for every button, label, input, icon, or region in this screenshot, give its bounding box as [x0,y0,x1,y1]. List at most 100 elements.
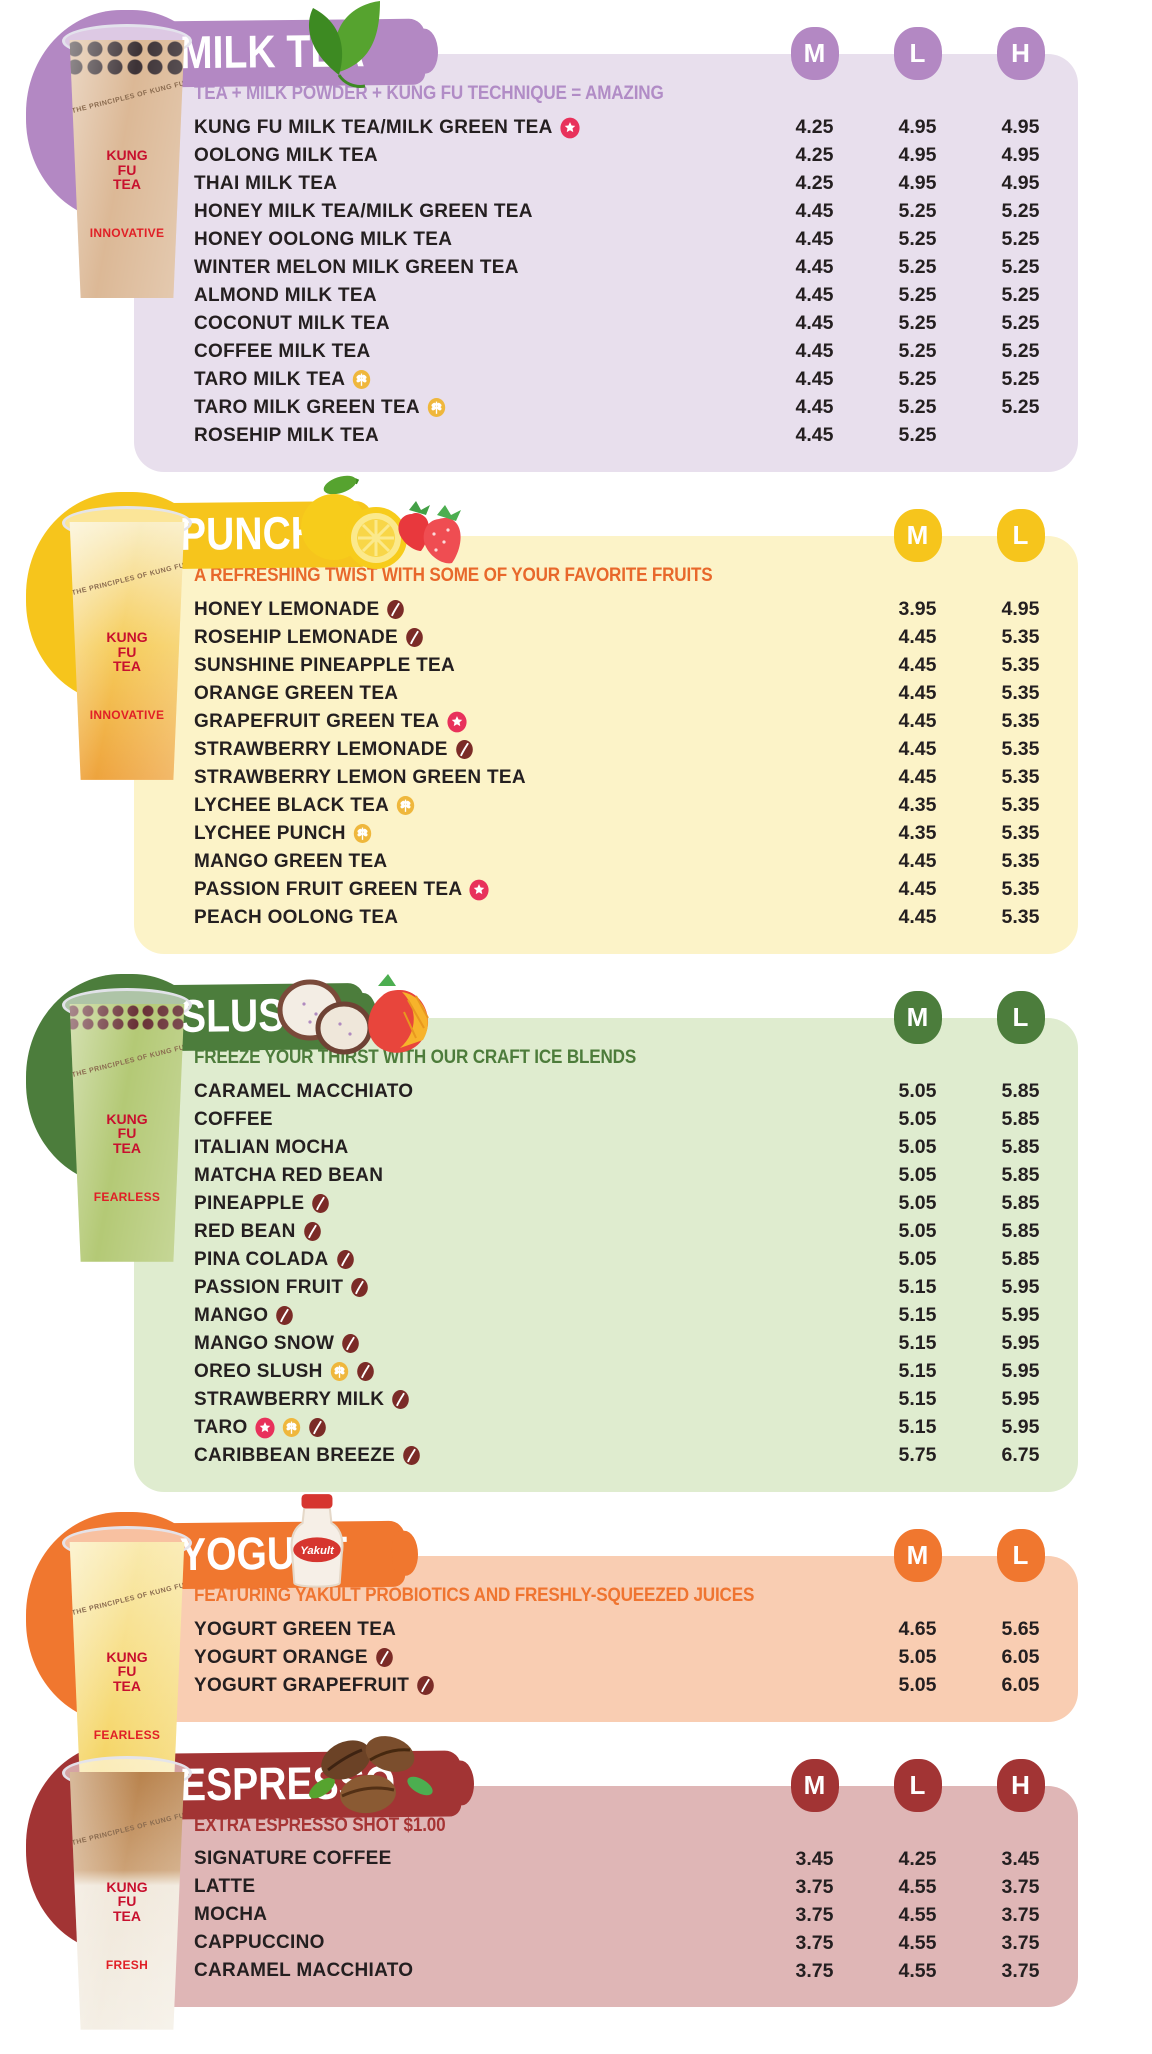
size-badge-h: H [996,1758,1045,1812]
menu-item-row: TARO MILK GREEN TEA 4.45 5.25 5.25 [194,394,1072,422]
item-name: PINEAPPLE [194,1192,305,1214]
price-l: 5.25 [898,312,937,335]
size-badge-h: H [996,27,1045,80]
price-l: 5.95 [1001,1388,1040,1411]
price-m: 4.45 [898,878,937,901]
item-name: PASSION FRUIT [194,1276,344,1298]
menu-item-row: MANGO GREEN TEA 4.45 5.35 [194,848,1072,876]
cup-arc-text: THE PRINCIPLES OF KUNG FU TEA [71,75,203,116]
price-m: 5.75 [898,1444,937,1467]
item-name: STRAWBERRY MILK [194,1388,385,1410]
price-m: 4.45 [795,424,834,447]
menu-item-row: CARIBBEAN BREEZE 5.75 6.75 [194,1442,1072,1470]
cup-photo-punch: THE PRINCIPLES OF KUNG FU TEA KUNG FU TE… [52,502,202,804]
item-name: GRAPEFRUIT GREEN TEA [194,710,440,732]
price-m: 4.25 [795,144,834,167]
price-m: 3.75 [795,1931,834,1954]
price-l: 5.35 [1001,794,1040,817]
cup-brand-logo: KUNG FU TEA [106,1648,148,1695]
menu-item-row: ALMOND MILK TEA 4.45 5.25 5.25 [194,282,1072,310]
menu-item-row: LYCHEE PUNCH 4.35 5.35 [194,820,1072,848]
item-name: ROSEHIP LEMONADE [194,626,398,648]
price-m: 4.25 [795,172,834,195]
price-l: 4.95 [898,172,937,195]
item-name: COCONUT MILK TEA [194,312,390,334]
price-h: 5.25 [1001,228,1040,251]
caffeine-free-icon [356,1361,375,1382]
price-l: 5.65 [1001,1618,1040,1641]
price-l: 5.85 [1001,1248,1040,1271]
price-m: 5.05 [898,1136,937,1159]
menu-item-row: COFFEE 5.05 5.85 [194,1106,1072,1134]
price-m: 4.45 [795,256,834,279]
price-m: 5.15 [898,1276,937,1299]
price-m: 4.45 [898,850,937,873]
price-m: 5.05 [898,1646,937,1669]
price-l: 5.95 [1001,1416,1040,1439]
menu-section-milk-tea: THE PRINCIPLES OF KUNG FU TEA KUNG FU TE… [0,1,1152,472]
price-l: 5.95 [1001,1360,1040,1383]
item-name: CAPPUCCINO [194,1932,325,1954]
section-tagline: TEA + MILK POWDER + KUNG FU TECHNIQUE = … [194,83,664,104]
price-l: 5.85 [1001,1192,1040,1215]
cup-principle-label: INNOVATIVE [89,707,165,722]
item-name: STRAWBERRY LEMON GREEN TEA [194,766,526,788]
caffeine-free-icon [402,1445,421,1466]
menu-item-row: SUNSHINE PINEAPPLE TEA 4.45 5.35 [194,652,1072,680]
signature-star-icon [255,1417,275,1439]
menu-item-row: TARO MILK TEA 4.45 5.25 5.25 [194,366,1072,394]
price-m: 4.45 [898,654,937,677]
item-name: MANGO SNOW [194,1332,335,1354]
price-m: 4.45 [795,396,834,419]
menu-item-row: WINTER MELON MILK GREEN TEA 4.45 5.25 5.25 [194,254,1072,282]
item-name: YOGURT GREEN TEA [194,1618,397,1640]
price-l: 4.95 [898,116,937,139]
menu-item-row: TARO 5.15 5.95 [194,1414,1072,1442]
size-badge-l: L [996,990,1045,1044]
menu-item-row: ORANGE GREEN TEA 4.45 5.35 [194,680,1072,708]
price-l: 5.95 [1001,1276,1040,1299]
price-l: 6.75 [1001,1444,1040,1467]
menu-item-row: OOLONG MILK TEA 4.25 4.95 4.95 [194,142,1072,170]
contains-gluten-icon [282,1417,301,1438]
menu-item-row: MANGO 5.15 5.95 [194,1302,1072,1330]
price-h: 5.25 [1001,340,1040,363]
cup-body: THE PRINCIPLES OF KUNG FU TEA KUNG FU TE… [69,1771,185,2030]
item-name: PINA COLADA [194,1248,329,1270]
menu-item-row: PEACH OOLONG TEA 4.45 5.35 [194,904,1072,932]
caffeine-free-icon [336,1249,355,1270]
price-l: 4.55 [898,1875,937,1898]
price-m: 4.35 [898,822,937,845]
price-m: 4.45 [795,340,834,363]
item-name: OOLONG MILK TEA [194,144,378,166]
price-m: 5.05 [898,1248,937,1271]
menu-item-row: ROSEHIP LEMONADE 4.45 5.35 [194,624,1072,652]
menu-item-row: ROSEHIP MILK TEA 4.45 5.25 [194,422,1072,450]
price-l: 4.95 [1001,598,1040,621]
section-tagline: EXTRA ESPRESSO SHOT $1.00 [194,1814,446,1836]
price-h: 3.75 [1001,1903,1040,1926]
price-m: 4.45 [795,284,834,307]
menu-item-row: CARAMEL MACCHIATO 3.75 4.55 3.75 [194,1957,1072,1985]
item-name: LYCHEE PUNCH [194,822,346,844]
menu-item-row: COFFEE MILK TEA 4.45 5.25 5.25 [194,338,1072,366]
price-h: 5.25 [1001,312,1040,335]
item-name: ITALIAN MOCHA [194,1136,349,1158]
item-list: KUNG FU MILK TEA/MILK GREEN TEA 4.25 4.95 4… [194,114,1072,450]
menu-item-row: HONEY OOLONG MILK TEA 4.45 5.25 5.25 [194,226,1072,254]
menu-item-row: STRAWBERRY MILK 5.15 5.95 [194,1386,1072,1414]
price-m: 5.05 [898,1164,937,1187]
item-name: SUNSHINE PINEAPPLE TEA [194,654,456,676]
contains-gluten-icon [352,369,371,390]
item-name: MOCHA [194,1904,268,1926]
menu-item-row: MANGO SNOW 5.15 5.95 [194,1330,1072,1358]
price-h: 3.45 [1001,1847,1040,1870]
price-h: 3.75 [1001,1875,1040,1898]
price-h: 3.75 [1001,1959,1040,1982]
contains-gluten-icon [427,397,446,418]
